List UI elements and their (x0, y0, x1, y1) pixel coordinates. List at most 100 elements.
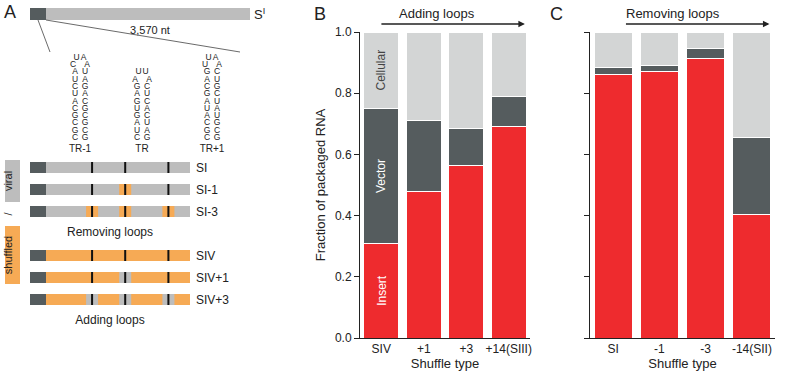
svg-text:U: U (82, 66, 88, 76)
svg-text:G: G (214, 132, 221, 142)
svg-text:C: C (204, 81, 210, 91)
svg-text:3,570 nt: 3,570 nt (130, 24, 170, 36)
svg-text:A: A (134, 88, 140, 98)
svg-text:+1: +1 (417, 342, 431, 356)
svg-text:+14(SIII): +14(SIII) (486, 342, 532, 356)
svg-text:C: C (204, 117, 210, 127)
svg-text:G: G (82, 103, 89, 113)
svg-text:C: C (72, 103, 78, 113)
svg-text:C: C (82, 125, 88, 135)
svg-text:Removing loops: Removing loops (626, 6, 720, 21)
svg-text:C: C (82, 110, 88, 120)
svg-text:A: A (216, 59, 222, 69)
svg-text:G: G (214, 117, 221, 127)
svg-text:C: C (214, 125, 220, 135)
svg-text:U: U (72, 74, 78, 84)
svg-text:-1: -1 (654, 342, 665, 356)
svg-text:A: A (82, 88, 88, 98)
svg-text:U: U (214, 96, 220, 106)
svg-text:SIV: SIV (372, 342, 391, 356)
svg-text:G: G (204, 88, 211, 98)
svg-text:G: G (134, 110, 141, 120)
svg-text:TR-1: TR-1 (69, 143, 92, 154)
svg-text:SI: SI (607, 342, 618, 356)
svg-text:G: G (214, 81, 221, 91)
svg-text:G: G (82, 132, 89, 142)
svg-text:A: A (132, 74, 138, 84)
svg-text:C: C (82, 96, 88, 106)
svg-text:G: G (144, 132, 151, 142)
svg-text:C: C (72, 132, 78, 142)
svg-text:B: B (314, 4, 326, 24)
svg-text:TR+1: TR+1 (200, 143, 225, 154)
svg-text:U: U (135, 66, 141, 76)
svg-text:Fraction of packaged RNA: Fraction of packaged RNA (313, 108, 328, 261)
svg-text:G: G (134, 81, 141, 91)
svg-text:U: U (134, 103, 140, 113)
svg-text:viral: viral (2, 171, 14, 191)
svg-text:G: G (134, 96, 141, 106)
svg-text:SI: SI (254, 6, 265, 22)
svg-text:G: G (72, 125, 79, 135)
svg-text:Vector: Vector (374, 159, 388, 193)
svg-text:shuffled: shuffled (2, 236, 14, 274)
svg-text:A: A (204, 96, 210, 106)
svg-text:A: A (134, 117, 140, 127)
svg-text:C: C (72, 81, 78, 91)
svg-text:0.4: 0.4 (335, 209, 352, 223)
svg-text:+3: +3 (459, 342, 473, 356)
svg-text:Cellular: Cellular (374, 50, 388, 91)
svg-text:U: U (202, 59, 208, 69)
svg-text:-3: -3 (700, 342, 711, 356)
svg-text:Shuffle type: Shuffle type (648, 356, 716, 371)
svg-text:C: C (144, 96, 150, 106)
svg-text:A: A (204, 74, 210, 84)
svg-text:Insert: Insert (375, 275, 389, 306)
svg-text:SI: SI (196, 161, 207, 175)
svg-text:U: U (214, 110, 220, 120)
svg-text:Shuffle type: Shuffle type (411, 356, 479, 371)
svg-text:U: U (205, 52, 211, 62)
svg-text:A: A (84, 59, 90, 69)
svg-text:G: G (204, 125, 211, 135)
svg-text:TR: TR (135, 143, 148, 154)
svg-text:A: A (72, 66, 78, 76)
svg-text:U: U (72, 88, 78, 98)
svg-text:C: C (70, 59, 76, 69)
svg-text:G: G (204, 66, 211, 76)
svg-text:U: U (134, 125, 140, 135)
svg-text:A: A (204, 110, 210, 120)
svg-text:C: C (214, 66, 220, 76)
svg-text:U: U (214, 74, 220, 84)
svg-text:SI-3: SI-3 (196, 205, 218, 219)
svg-text:A: A (144, 103, 150, 113)
svg-text:Removing loops: Removing loops (67, 225, 153, 239)
svg-text:U: U (73, 52, 79, 62)
svg-text:/: / (2, 212, 14, 216)
svg-text:SIV+3: SIV+3 (196, 293, 229, 307)
svg-text:SIV+1: SIV+1 (196, 271, 229, 285)
svg-text:0.0: 0.0 (335, 331, 352, 345)
svg-text:C: C (550, 4, 563, 24)
svg-text:Adding loops: Adding loops (399, 6, 475, 21)
svg-text:A: A (82, 74, 88, 84)
svg-text:1.0: 1.0 (335, 25, 352, 39)
svg-text:U: U (144, 117, 150, 127)
svg-text:SI-1: SI-1 (196, 183, 218, 197)
svg-text:U: U (144, 88, 150, 98)
svg-text:C: C (72, 117, 78, 127)
svg-text:C: C (214, 88, 220, 98)
svg-text:A: A (214, 103, 220, 113)
svg-text:A: A (72, 96, 78, 106)
svg-text:U: U (204, 103, 210, 113)
svg-text:U: U (142, 66, 148, 76)
svg-text:C: C (134, 132, 140, 142)
svg-text:G: G (82, 117, 89, 127)
svg-text:Adding loops: Adding loops (75, 313, 144, 327)
svg-text:C: C (144, 81, 150, 91)
svg-text:A: A (4, 2, 16, 22)
svg-text:C: C (144, 110, 150, 120)
svg-text:-14(SII): -14(SII) (732, 342, 772, 356)
svg-text:0.2: 0.2 (335, 270, 352, 284)
svg-text:A: A (146, 74, 152, 84)
